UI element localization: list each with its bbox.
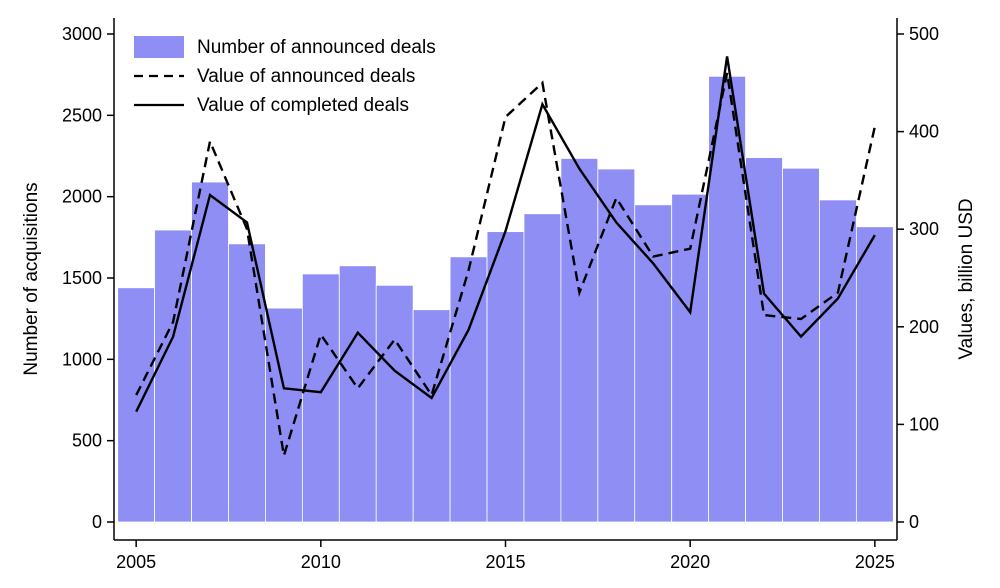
bar-2025 [855,226,894,523]
bar-2020 [671,193,710,523]
y2-tick-label: 300 [909,219,939,239]
lines-layer [135,56,876,456]
y-tick-label: 3000 [62,24,102,44]
legend-label-solid: Value of completed deals [197,95,409,116]
bars-layer [117,75,894,523]
bar-2011 [338,265,377,523]
bar-2015 [486,231,525,523]
legend: Number of announced deals Value of annou… [134,36,436,116]
legend-swatch-bars [134,36,184,58]
x-tick-label: 2020 [670,552,710,572]
y2-tick-label: 0 [909,512,919,532]
x-tick-label: 2005 [116,552,156,572]
bar-2013 [412,309,451,523]
y2-tick-label: 100 [909,414,939,434]
bar-2017 [560,158,599,523]
y-tick-label: 2500 [62,105,102,125]
bar-2024 [819,199,857,523]
y2-tick-label: 200 [909,317,939,337]
y2-tick-label: 500 [909,24,939,44]
x-ticks: 2005 2010 2015 2020 2025 [116,540,895,572]
bar-2016 [523,213,562,523]
y-axis-label: Number of acquisitions [21,182,42,375]
y-tick-label: 2000 [62,187,102,207]
y-tick-label: 0 [92,512,102,532]
bar-2018 [597,168,636,523]
y-tick-label: 500 [72,431,102,451]
legend-label-bars: Number of announced deals [197,37,436,58]
bar-2019 [634,204,673,523]
legend-label-dashed: Value of announced deals [197,66,415,87]
x-tick-label: 2025 [855,552,895,572]
bar-2010 [301,273,340,523]
bar-2008 [228,243,266,523]
x-tick-label: 2015 [485,552,525,572]
left-ticks: 0 500 1000 1500 2000 2500 3000 [62,24,114,532]
y-tick-label: 1000 [62,349,102,369]
y-tick-label: 1500 [62,268,102,288]
x-tick-label: 2010 [301,552,341,572]
bar-2014 [449,256,488,523]
right-ticks: 0 100 200 300 400 500 [897,24,939,532]
bar-2007 [191,181,229,523]
bar-2005 [117,287,156,523]
line-completed-value [135,56,876,413]
bar-2012 [375,284,414,523]
y2-tick-label: 400 [909,122,939,142]
bar-2006 [154,229,192,523]
bar-2023 [782,167,820,523]
line-announced-value [135,72,876,456]
y2-axis-label: Values, billion USD [956,198,977,359]
